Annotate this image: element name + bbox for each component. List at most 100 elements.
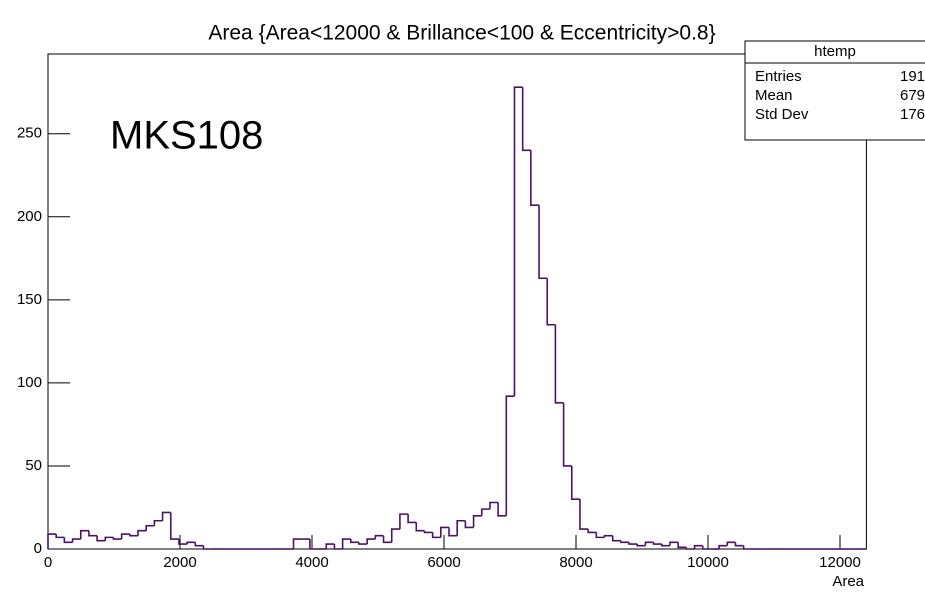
stats-value: 679 [900,87,925,104]
stats-frame [744,40,925,141]
histogram-bin [202,545,212,550]
histogram-bin [178,539,188,545]
y-tick-label: 100 [17,374,42,391]
stats-title: htemp [814,43,856,60]
histogram-bin [415,522,425,532]
y-tick-label: 250 [17,125,42,142]
histogram-bin [644,541,654,546]
histogram-bin [407,514,417,524]
histogram-bin [734,542,744,547]
histogram-bin [79,529,89,540]
histogram-bin [169,512,179,540]
chart-title: Area {Area<12000 & Brillance<100 & Eccen… [208,22,715,45]
histogram-bin [55,534,65,539]
histogram-bin [464,520,474,529]
x-tick-label: 10000 [687,554,729,571]
histogram-bin [71,538,81,543]
histogram-bin [153,519,163,526]
histogram-bin [194,542,204,547]
y-tick-label: 50 [25,457,42,474]
stats-label: Std Dev [755,106,809,123]
histogram-bin [701,545,711,550]
histogram-bin [669,541,679,546]
histogram-bin [546,278,556,326]
histogram-bin [47,533,57,549]
histogram-bin [521,87,531,152]
histogram-bin [472,514,482,528]
stats-label: Entries [755,68,802,85]
histogram-bin [309,539,319,550]
histogram-bin [636,544,646,547]
histogram-bin [685,547,695,550]
histogram-bin [505,395,515,516]
histogram-bin [399,513,409,530]
stats-box: htemp Entries 191 Mean 679 Std Dev 176 [744,40,925,141]
histogram-bin [88,530,98,537]
histogram-bin [677,542,687,549]
histogram-bin [611,535,621,542]
histogram-bin [742,545,752,550]
histogram-bin [513,86,523,397]
x-tick-label: 4000 [295,554,328,571]
x-tick-label: 12000 [819,554,861,571]
histogram-bin [554,324,564,404]
stats-label: Mean [755,87,793,104]
histogram-bin [587,529,597,534]
x-tick-label: 2000 [163,554,196,571]
histogram-bin [186,541,196,545]
histogram-bin [382,535,392,544]
histogram-bin [366,538,376,545]
histogram-bin [137,529,147,536]
histogram-bin [562,402,572,467]
histogram-bin [374,534,384,540]
x-axis-label: Area [832,573,864,590]
histogram-bin [341,538,351,549]
histogram-bin [456,519,466,536]
histogram-bin [325,543,335,549]
histogram-bin [333,544,343,550]
y-tick-label: 150 [17,291,42,308]
histogram-bin [570,465,580,500]
histogram-bin [104,536,114,541]
stats-value: 176 [900,106,925,123]
histogram-bin [431,532,441,539]
histogram-bin [350,539,359,544]
histogram-bin [480,508,490,516]
histogram-bin [145,524,155,531]
stats-value: 191 [900,68,925,85]
histogram-bin [129,534,139,537]
y-tick-label: 0 [34,540,42,557]
histogram-bin [440,526,450,538]
histogram-bin [497,502,507,517]
histogram-bin [390,528,400,543]
x-tick-label: 8000 [559,554,592,571]
histogram-bin [538,205,548,280]
histogram-bin [489,501,499,510]
histogram-bin [579,499,589,530]
histogram-bin [96,535,106,542]
histogram-bin [63,537,73,544]
histogram-bin [423,530,433,534]
x-tick-label: 6000 [427,554,460,571]
histogram-bin [448,527,458,537]
histogram-bin [120,533,130,540]
plot-frame [47,53,867,550]
histogram-bin [112,537,122,540]
histogram-bin [358,542,368,545]
y-tick-label: 200 [17,208,42,225]
histogram-bin [603,534,613,538]
histogram-bin [726,541,736,546]
histogram-bin [161,511,171,521]
histogram-bin [628,542,638,545]
histogram-bin [693,544,703,549]
histogram-bin [620,540,630,544]
histogram-bin [595,532,605,539]
annotation: MKS108 [110,114,263,158]
histogram-bin [718,544,728,549]
histogram-bin [652,542,662,545]
histogram-bin [661,544,670,547]
x-tick-label: 0 [44,554,52,571]
histogram-bin [292,538,302,549]
histogram-bin [530,150,540,206]
